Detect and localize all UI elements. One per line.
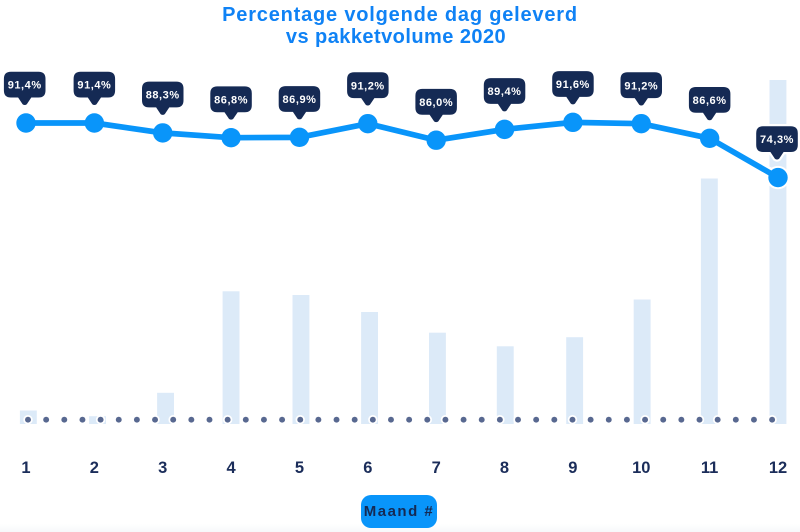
svg-text:86,0%: 86,0% bbox=[419, 97, 453, 109]
svg-text:7: 7 bbox=[432, 459, 441, 477]
svg-text:86,8%: 86,8% bbox=[214, 94, 248, 106]
svg-text:86,6%: 86,6% bbox=[693, 95, 727, 107]
svg-text:6: 6 bbox=[363, 459, 372, 477]
svg-text:91,4%: 91,4% bbox=[77, 80, 111, 92]
svg-text:4: 4 bbox=[227, 459, 237, 477]
svg-text:5: 5 bbox=[295, 459, 304, 477]
svg-text:88,3%: 88,3% bbox=[146, 90, 180, 102]
svg-text:3: 3 bbox=[158, 459, 167, 477]
svg-text:2: 2 bbox=[90, 459, 99, 477]
svg-text:1: 1 bbox=[21, 459, 30, 477]
svg-text:11: 11 bbox=[701, 459, 718, 477]
svg-text:91,6%: 91,6% bbox=[556, 79, 590, 91]
svg-text:9: 9 bbox=[568, 459, 577, 477]
svg-text:74,3%: 74,3% bbox=[760, 134, 794, 146]
svg-text:91,2%: 91,2% bbox=[624, 80, 658, 92]
svg-text:86,9%: 86,9% bbox=[283, 94, 317, 106]
svg-text:8: 8 bbox=[500, 459, 509, 477]
svg-text:12: 12 bbox=[769, 459, 787, 477]
svg-text:89,4%: 89,4% bbox=[488, 86, 522, 98]
svg-text:91,4%: 91,4% bbox=[8, 80, 42, 92]
svg-text:91,2%: 91,2% bbox=[351, 80, 385, 92]
svg-text:10: 10 bbox=[632, 459, 650, 477]
